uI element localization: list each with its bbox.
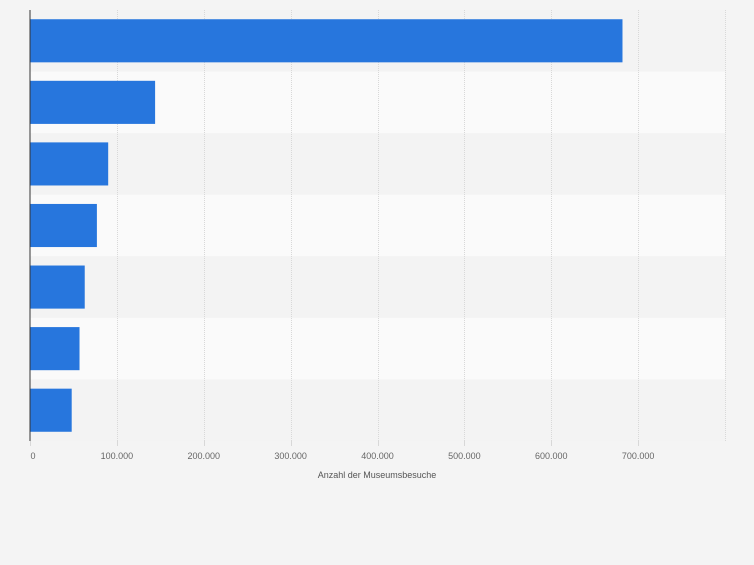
bar xyxy=(30,388,72,432)
bar xyxy=(30,142,109,186)
x-tick-label: 600.000 xyxy=(535,451,568,461)
x-tick-label: 500.000 xyxy=(448,451,481,461)
x-axis-title: Anzahl der Museumsbesuche xyxy=(318,470,437,480)
bar xyxy=(30,265,85,309)
row-band xyxy=(30,317,725,380)
row-band xyxy=(30,379,725,441)
bar xyxy=(30,203,97,248)
bar xyxy=(30,19,623,63)
row-band xyxy=(30,256,725,318)
row-bands xyxy=(30,10,725,441)
x-tick-label: 700.000 xyxy=(622,451,655,461)
x-tick-labels: 0 100.000 200.000 300.000 400.000 500.000 600.… xyxy=(30,441,654,461)
row-band xyxy=(30,133,725,195)
row-band xyxy=(30,194,725,257)
x-tick-label: 400.000 xyxy=(361,451,394,461)
x-tick-label: 100.000 xyxy=(101,451,134,461)
x-tick-label: 0 xyxy=(30,451,35,461)
x-tick-label: 300.000 xyxy=(274,451,307,461)
bar xyxy=(30,80,156,124)
bar xyxy=(30,327,80,371)
bar-series xyxy=(30,19,623,432)
x-tick-label: 200.000 xyxy=(187,451,220,461)
